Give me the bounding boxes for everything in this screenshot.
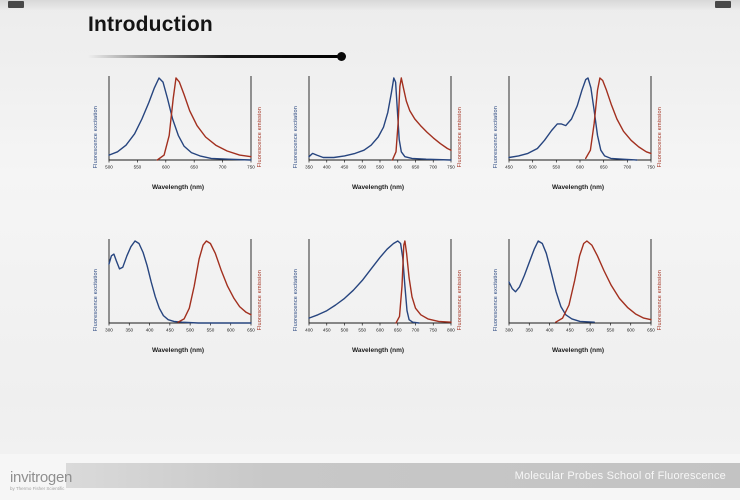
svg-text:450: 450 [505,165,513,170]
plot-area: 500 550 600 650 700 750 [99,70,257,188]
svg-text:500: 500 [529,165,537,170]
plot-area: 300 350 400 450 500 550 600 650 [99,233,257,351]
brand-subtitle: by Thermo Fisher Scientific [10,485,65,491]
svg-text:750: 750 [247,165,255,170]
spectra-chart-2: Fluorescence excitation 350 400 450 500 550 6… [278,70,478,191]
y-axis-label-emission: Fluorescence emission [457,269,463,331]
x-axis-label: Wavelength (nm) [151,184,205,191]
y-axis-label-emission: Fluorescence emission [457,106,463,168]
spectra-chart-4: Fluorescence excitation 300 350 400 450 500 5… [78,233,278,354]
top-left-tab-icon [8,1,24,8]
x-axis-label: Wavelength (nm) [551,184,605,191]
svg-text:400: 400 [323,165,331,170]
svg-text:700: 700 [412,328,420,333]
svg-text:500: 500 [105,165,113,170]
x-axis-label: Wavelength (nm) [151,347,205,354]
svg-text:600: 600 [376,328,384,333]
progress-dot [337,52,346,61]
svg-text:600: 600 [576,165,584,170]
svg-text:700: 700 [219,165,227,170]
plot-area: 400 450 500 550 600 650 700 750 800 [299,233,457,351]
svg-text:350: 350 [525,328,533,333]
svg-text:550: 550 [134,165,142,170]
spectra-chart-1: Fluorescence excitation 500 550 600 650 700 7… [78,70,278,191]
svg-text:400: 400 [146,328,154,333]
svg-text:350: 350 [125,328,133,333]
svg-text:750: 750 [647,165,655,170]
y-axis-label-excitation: Fluorescence excitation [493,105,499,169]
footer-band: Molecular Probes School of Fluorescence [66,463,740,488]
svg-text:800: 800 [447,328,455,333]
svg-text:400: 400 [546,328,554,333]
svg-text:550: 550 [607,328,615,333]
svg-text:450: 450 [323,328,331,333]
svg-text:650: 650 [247,328,255,333]
y-axis-label-excitation: Fluorescence excitation [93,105,99,169]
spectra-chart-3: Fluorescence excitation 450 500 550 600 650 7… [478,70,678,191]
svg-text:550: 550 [207,328,215,333]
svg-text:500: 500 [341,328,349,333]
x-axis-label: Wavelength (nm) [551,347,605,354]
svg-text:600: 600 [394,165,402,170]
y-axis-label-excitation: Fluorescence excitation [293,268,299,332]
svg-text:650: 650 [190,165,198,170]
svg-text:600: 600 [227,328,235,333]
svg-text:400: 400 [305,328,313,333]
progress-line [88,55,340,58]
svg-text:500: 500 [586,328,594,333]
plot-area: 350 400 450 500 550 600 650 700 750 [299,70,457,188]
y-axis-label-emission: Fluorescence emission [657,106,663,168]
y-axis-label-emission: Fluorescence emission [657,269,663,331]
svg-text:700: 700 [429,165,437,170]
svg-text:550: 550 [552,165,560,170]
top-bar [0,0,740,10]
y-axis-label-excitation: Fluorescence excitation [93,268,99,332]
svg-text:550: 550 [376,165,384,170]
svg-text:650: 650 [647,328,655,333]
spectra-chart-6: Fluorescence excitation 300 350 400 450 500 5… [478,233,678,354]
svg-text:650: 650 [412,165,420,170]
svg-text:600: 600 [162,165,170,170]
x-axis-label: Wavelength (nm) [351,184,405,191]
svg-text:300: 300 [505,328,513,333]
svg-text:500: 500 [358,165,366,170]
x-axis-label: Wavelength (nm) [351,347,405,354]
y-axis-label-emission: Fluorescence emission [257,106,263,168]
plot-area: 300 350 400 450 500 550 600 650 [499,233,657,351]
brand-name: invitrogen [10,468,73,486]
svg-text:450: 450 [341,165,349,170]
svg-text:500: 500 [186,328,194,333]
svg-text:750: 750 [429,328,437,333]
top-right-tab-icon [715,1,731,8]
y-axis-label-excitation: Fluorescence excitation [293,105,299,169]
svg-text:550: 550 [358,328,366,333]
svg-text:450: 450 [566,328,574,333]
y-axis-label-excitation: Fluorescence excitation [493,268,499,332]
spectra-chart-grid: Fluorescence excitation 500 550 600 650 700 7… [78,70,678,354]
svg-text:650: 650 [600,165,608,170]
svg-text:300: 300 [105,328,113,333]
page-title: Introduction [88,13,213,36]
svg-text:750: 750 [447,165,455,170]
spectra-chart-5: Fluorescence excitation 400 450 500 550 600 6… [278,233,478,354]
svg-text:700: 700 [623,165,631,170]
svg-text:650: 650 [394,328,402,333]
footer-course-title: Molecular Probes School of Fluorescence [514,469,726,482]
plot-area: 450 500 550 600 650 700 750 [499,70,657,188]
y-axis-label-emission: Fluorescence emission [257,269,263,331]
svg-text:450: 450 [166,328,174,333]
svg-text:350: 350 [305,165,313,170]
svg-text:600: 600 [627,328,635,333]
invitrogen-logo: invitrogen by Thermo Fisher Scientific [10,470,72,492]
